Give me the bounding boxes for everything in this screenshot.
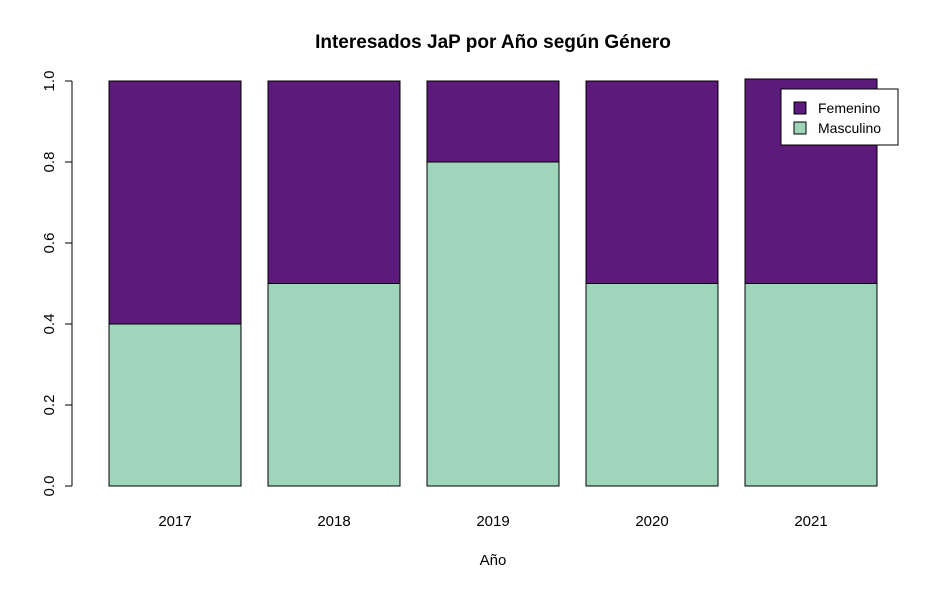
y-axis: 0.0 0.2 0.4 0.6 0.8 1.0 <box>41 71 73 497</box>
x-tick-label: 2017 <box>158 513 191 530</box>
legend-box <box>780 88 899 146</box>
y-tick-label: 0.0 <box>41 476 58 497</box>
x-tick-label: 2019 <box>476 513 509 530</box>
x-tick-label: 2020 <box>635 513 668 530</box>
bar-masculino-2020 <box>585 283 719 487</box>
legend: Femenino Masculino <box>780 88 899 146</box>
bar-femenino-2019 <box>426 80 560 163</box>
y-tick-label: 0.8 <box>41 152 58 173</box>
legend-swatch-masculino <box>793 121 807 135</box>
bar-femenino-2018 <box>267 80 401 284</box>
legend-swatch-femenino <box>793 101 807 115</box>
bar-masculino-2021 <box>744 283 878 487</box>
bar-femenino-2020 <box>585 80 719 284</box>
bar-masculino-2019 <box>426 161 560 487</box>
x-axis-title: Año <box>480 552 507 569</box>
bar-femenino-2017 <box>108 80 242 325</box>
bars-group <box>108 78 878 487</box>
bar-masculino-2018 <box>267 283 401 487</box>
y-tick-label: 0.6 <box>41 233 58 254</box>
legend-label-femenino: Femenino <box>818 100 880 116</box>
chart-title: Interesados JaP por Año según Género <box>315 32 671 53</box>
x-tick-label: 2021 <box>794 513 827 530</box>
y-tick-label: 1.0 <box>41 71 58 92</box>
y-tick-label: 0.4 <box>41 314 58 335</box>
y-tick-label: 0.2 <box>41 395 58 416</box>
legend-label-masculino: Masculino <box>818 120 881 136</box>
bar-masculino-2017 <box>108 323 242 487</box>
x-tick-label: 2018 <box>317 513 350 530</box>
x-axis-labels: 2017 2018 2019 2020 2021 <box>158 513 827 530</box>
